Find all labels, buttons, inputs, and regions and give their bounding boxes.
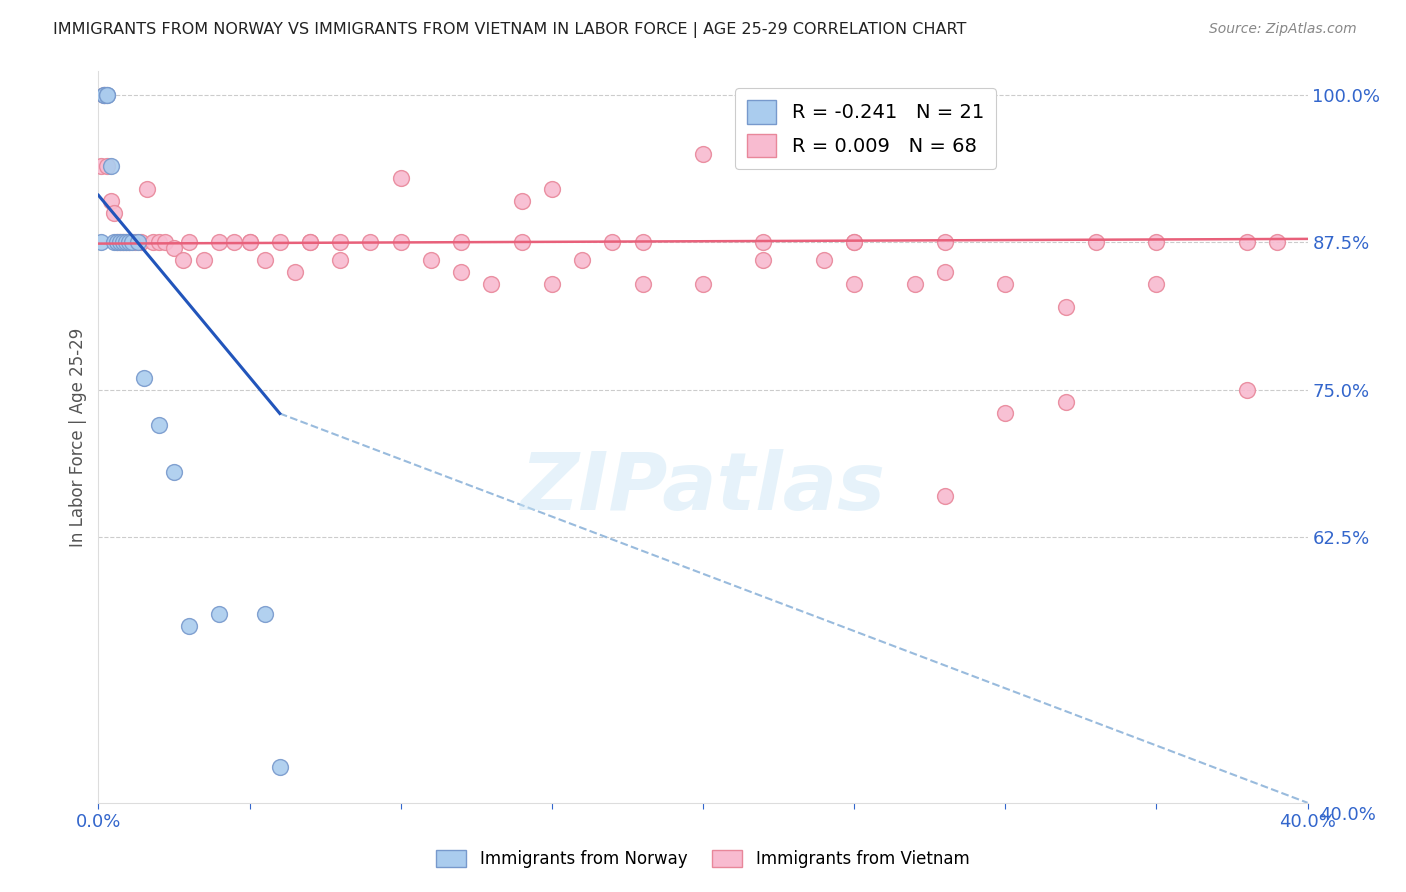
Point <box>193 253 215 268</box>
Point <box>179 619 201 633</box>
Point <box>450 265 472 279</box>
Point <box>111 235 134 250</box>
Point <box>208 607 231 621</box>
Point <box>1267 235 1289 250</box>
Point <box>132 371 155 385</box>
Point <box>1236 383 1258 397</box>
Point <box>100 159 122 173</box>
Point <box>172 253 194 268</box>
Point <box>420 253 443 268</box>
Point <box>96 87 118 102</box>
Y-axis label: In Labor Force | Age 25-29: In Labor Force | Age 25-29 <box>69 327 87 547</box>
Point <box>96 87 118 102</box>
Point <box>105 235 128 250</box>
Legend: Immigrants from Norway, Immigrants from Vietnam: Immigrants from Norway, Immigrants from … <box>430 843 976 875</box>
Point <box>1054 394 1077 409</box>
Point <box>93 87 115 102</box>
Point <box>934 489 956 503</box>
Point <box>103 206 125 220</box>
Point <box>813 253 835 268</box>
Point <box>93 87 115 102</box>
Point <box>153 235 176 250</box>
Point <box>135 182 157 196</box>
Point <box>389 235 412 250</box>
Point <box>602 235 624 250</box>
Point <box>299 235 322 250</box>
Point <box>692 277 714 291</box>
Text: ZIPatlas: ZIPatlas <box>520 450 886 527</box>
Point <box>1144 235 1167 250</box>
Point <box>360 235 382 250</box>
Point <box>108 235 131 250</box>
Point <box>450 235 472 250</box>
Point <box>481 277 503 291</box>
Point <box>108 235 131 250</box>
Point <box>540 182 562 196</box>
Point <box>124 235 146 250</box>
Point <box>127 235 149 250</box>
Legend: R = -0.241   N = 21, R = 0.009   N = 68: R = -0.241 N = 21, R = 0.009 N = 68 <box>735 88 995 169</box>
Point <box>329 253 352 268</box>
Point <box>752 253 775 268</box>
Point <box>540 277 562 291</box>
Point <box>148 235 170 250</box>
Point <box>844 277 866 291</box>
Point <box>163 466 186 480</box>
Point <box>1085 235 1108 250</box>
Point <box>844 235 866 250</box>
Point <box>114 235 136 250</box>
Point <box>1236 235 1258 250</box>
Point <box>934 265 956 279</box>
Point <box>752 235 775 250</box>
Point <box>121 235 143 250</box>
Point <box>111 235 134 250</box>
Point <box>118 235 141 250</box>
Point <box>510 235 533 250</box>
Point <box>692 147 714 161</box>
Point <box>389 170 412 185</box>
Point <box>1144 277 1167 291</box>
Point <box>129 235 152 250</box>
Point <box>1054 301 1077 315</box>
Point <box>208 235 231 250</box>
Point <box>994 407 1017 421</box>
Point <box>994 277 1017 291</box>
Point <box>253 607 276 621</box>
Point <box>571 253 593 268</box>
Point <box>844 235 866 250</box>
Point <box>510 194 533 208</box>
Point <box>179 235 201 250</box>
Point <box>299 235 322 250</box>
Point <box>239 235 262 250</box>
Point <box>90 235 112 250</box>
Point <box>114 235 136 250</box>
Point <box>631 277 654 291</box>
Point <box>224 235 246 250</box>
Point <box>100 194 122 208</box>
Text: Source: ZipAtlas.com: Source: ZipAtlas.com <box>1209 22 1357 37</box>
Point <box>631 235 654 250</box>
Point <box>105 235 128 250</box>
Point <box>253 253 276 268</box>
Text: IMMIGRANTS FROM NORWAY VS IMMIGRANTS FROM VIETNAM IN LABOR FORCE | AGE 25-29 COR: IMMIGRANTS FROM NORWAY VS IMMIGRANTS FRO… <box>53 22 967 38</box>
Point <box>103 235 125 250</box>
Point <box>269 760 291 774</box>
Point <box>239 235 262 250</box>
Point <box>118 235 141 250</box>
Point <box>934 235 956 250</box>
Point <box>142 235 165 250</box>
Point <box>148 418 170 433</box>
Text: 40.0%: 40.0% <box>1319 805 1375 823</box>
Point <box>269 235 291 250</box>
Point <box>96 159 118 173</box>
Point <box>284 265 307 279</box>
Point <box>90 159 112 173</box>
Point <box>329 235 352 250</box>
Point <box>163 241 186 255</box>
Point <box>904 277 927 291</box>
Point <box>93 87 115 102</box>
